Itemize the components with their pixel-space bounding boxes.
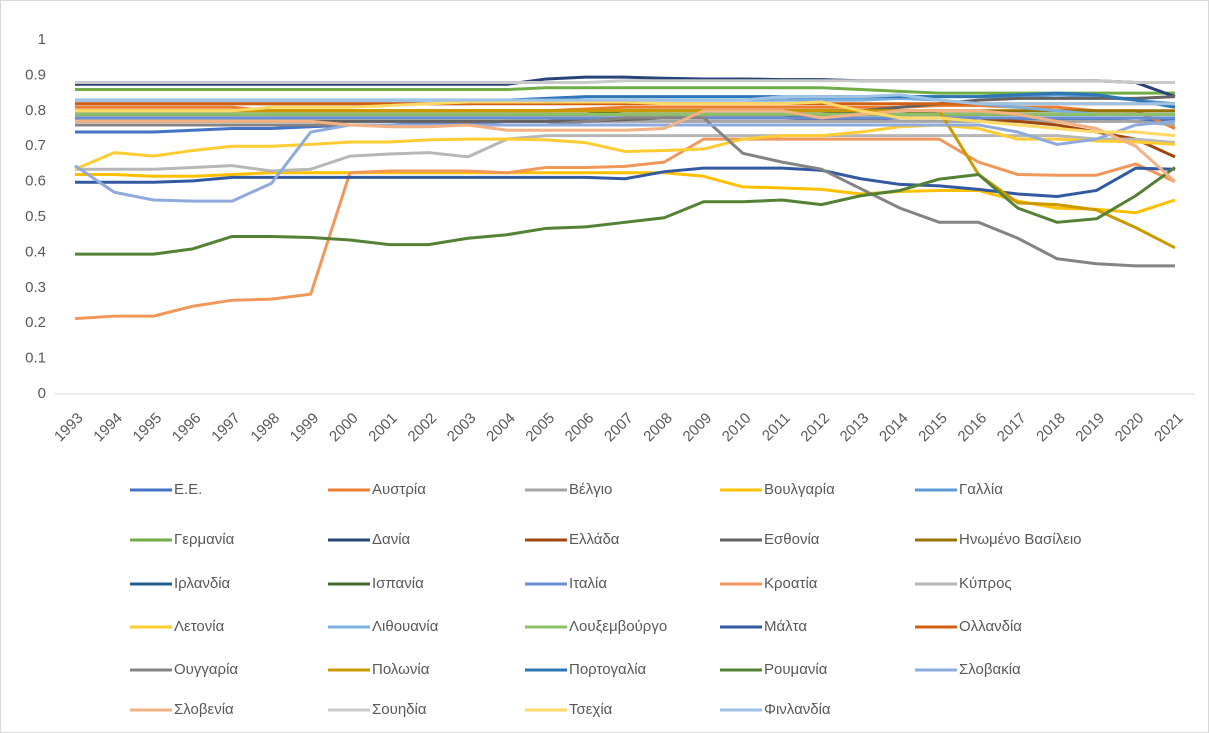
- legend-label: Πολωνία: [372, 661, 430, 678]
- y-tick-label: 0.5: [25, 208, 46, 225]
- legend-label: Τσεχία: [569, 701, 613, 718]
- series-line: [75, 171, 1176, 215]
- series-line: [75, 93, 1175, 106]
- legend-label: Ολλανδία: [959, 618, 1022, 635]
- legend-label: Βουλγαρία: [764, 481, 835, 498]
- series-line: [75, 166, 1176, 256]
- legend-label: Γαλλία: [959, 481, 1003, 498]
- legend-label: Μάλτα: [764, 618, 807, 635]
- series-line: [74, 123, 1176, 171]
- legend-label: Ε.Ε.: [174, 481, 202, 498]
- legend-label: Κύπρος: [959, 575, 1012, 592]
- legend-label: Σλοβακία: [959, 661, 1021, 678]
- legend-label: Σλοβενία: [174, 701, 234, 718]
- series-line: [75, 134, 1176, 173]
- legend-label: Πορτογαλία: [569, 661, 647, 678]
- series-line: [75, 166, 1176, 198]
- legend-label: Ηνωμένο Βασίλειο: [959, 531, 1082, 548]
- legend-label: Λουξεμβούργο: [569, 618, 667, 635]
- legend-label: Ιρλανδία: [174, 575, 231, 592]
- legend-label: Κροατία: [764, 575, 818, 592]
- y-tick-label: 0.2: [25, 314, 46, 331]
- legend-label: Σουηδία: [372, 701, 427, 718]
- legend-label: Γερμανία: [174, 531, 235, 548]
- y-tick-label: 0.6: [25, 173, 46, 190]
- legend-label: Φινλανδία: [764, 701, 831, 718]
- legend-label: Ελλάδα: [569, 531, 620, 548]
- legend-label: Εσθονία: [764, 531, 820, 548]
- legend-label: Ουγγαρία: [174, 661, 238, 678]
- y-tick-label: 0.1: [25, 350, 46, 367]
- y-tick-label: 0.3: [25, 279, 46, 296]
- series-line: [74, 137, 1176, 321]
- y-tick-label: 0.9: [25, 66, 46, 83]
- series-line: [75, 109, 1177, 183]
- y-tick-label: 0.7: [25, 137, 46, 154]
- series-line: [74, 119, 1176, 203]
- y-tick-label: 0.4: [25, 243, 46, 260]
- legend-label: Ισπανία: [372, 575, 424, 592]
- legend-label: Βέλγιο: [569, 481, 612, 498]
- legend-label: Λετονία: [174, 618, 225, 635]
- legend-label: Λιθουανία: [372, 618, 439, 635]
- series-line: [75, 100, 1176, 138]
- series-line: [75, 116, 1175, 268]
- y-tick-label: 0: [38, 385, 46, 402]
- y-tick-label: 0.8: [25, 102, 46, 119]
- y-tick-label: 1: [38, 31, 46, 48]
- legend-label: Ρουμανία: [764, 661, 828, 678]
- legend-label: Αυστρία: [372, 481, 426, 498]
- series-line: [75, 86, 1175, 95]
- legend-label: Δανία: [372, 531, 411, 548]
- series-line: [75, 79, 1175, 84]
- legend-label: Ιταλία: [569, 575, 607, 592]
